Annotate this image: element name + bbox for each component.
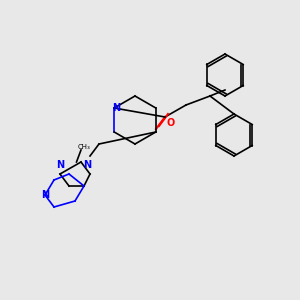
Text: CH₃: CH₃: [78, 144, 90, 150]
Text: N: N: [83, 160, 91, 170]
Text: N: N: [56, 160, 64, 170]
Text: N: N: [41, 190, 49, 200]
Text: O: O: [167, 118, 175, 128]
Text: N: N: [112, 103, 120, 113]
